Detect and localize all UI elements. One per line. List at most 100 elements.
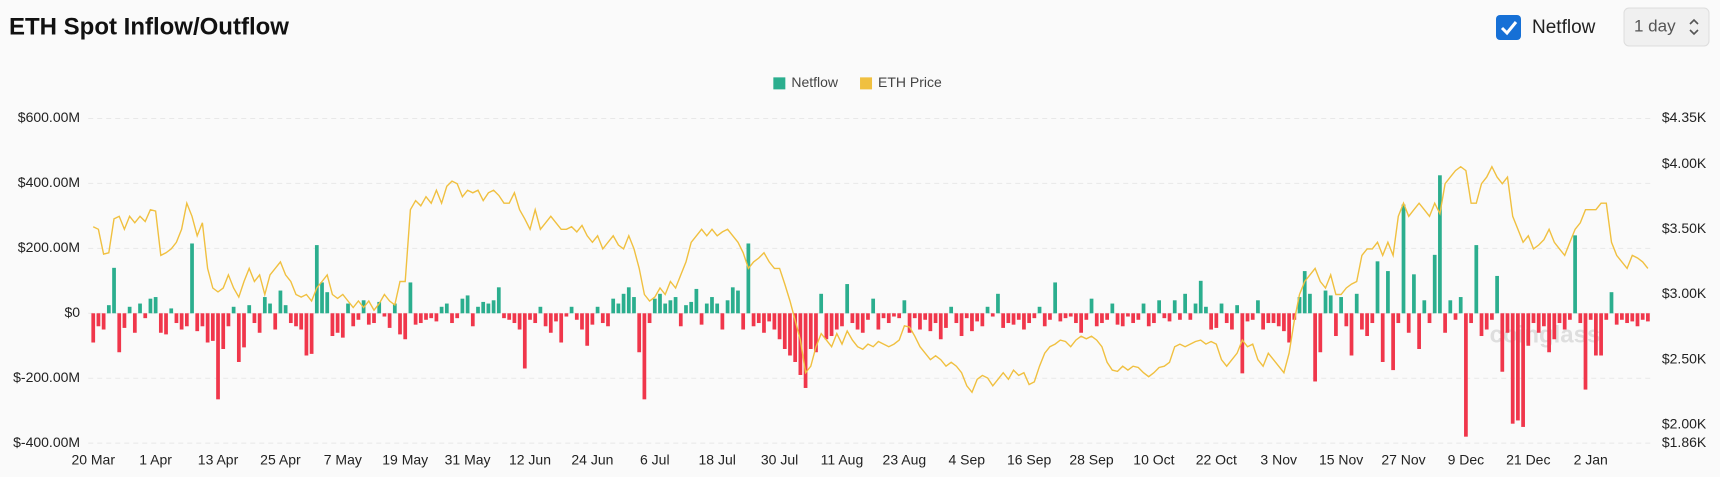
bar — [574, 313, 579, 320]
bar — [96, 313, 101, 327]
bar — [1053, 282, 1058, 314]
bar — [1219, 303, 1224, 314]
bar — [1276, 313, 1281, 327]
y2-tick-label: $3.50K — [1662, 220, 1707, 236]
bar — [595, 306, 600, 314]
bar — [647, 313, 652, 324]
bar — [1126, 313, 1130, 317]
y2-tick-label: $2.00K — [1662, 416, 1707, 432]
bar — [1250, 313, 1255, 320]
bar — [174, 313, 179, 324]
bar — [1380, 313, 1385, 362]
bar — [881, 313, 886, 319]
x-tick-label: 4 Sep — [948, 451, 985, 467]
bar — [678, 313, 683, 327]
bar — [1510, 313, 1515, 424]
bar — [814, 313, 818, 353]
bar — [1266, 313, 1271, 324]
bar — [1032, 313, 1037, 319]
bar — [1188, 313, 1193, 320]
x-tick-label: 7 May — [324, 451, 362, 467]
bar — [824, 313, 829, 340]
bar — [684, 305, 688, 314]
bar — [850, 313, 855, 324]
bar — [1256, 300, 1260, 314]
bar — [704, 303, 709, 314]
bar — [1001, 313, 1006, 328]
x-tick-label: 15 Nov — [1319, 451, 1363, 467]
bar — [1042, 313, 1047, 327]
bar — [1198, 280, 1203, 314]
bar — [663, 303, 668, 314]
toggle-checkbox[interactable] — [1496, 15, 1521, 40]
bar — [335, 313, 340, 333]
bar — [200, 313, 205, 327]
bar — [288, 313, 293, 324]
bar — [616, 303, 621, 314]
bar — [808, 313, 813, 350]
x-tick-label: 25 Apr — [260, 451, 301, 467]
bar — [242, 313, 246, 348]
bar — [1557, 313, 1562, 324]
bar — [1141, 303, 1146, 314]
toggle-label[interactable]: Netflow — [1532, 17, 1596, 38]
x-tick-label: 12 Jun — [509, 451, 551, 467]
bar — [533, 313, 538, 324]
bar — [1074, 313, 1078, 324]
bar — [996, 293, 1000, 314]
x-tick-label: 9 Dec — [1448, 451, 1485, 467]
x-tick-label: 13 Apr — [198, 451, 239, 467]
bar — [382, 313, 387, 317]
bar — [1224, 313, 1229, 324]
bar — [1131, 313, 1136, 324]
bar — [1568, 313, 1572, 320]
bar — [1230, 313, 1234, 330]
bar — [886, 313, 891, 324]
bar — [1297, 297, 1302, 314]
bar — [637, 313, 642, 353]
bar — [876, 313, 881, 330]
bar — [741, 313, 746, 330]
price-line — [92, 165, 1649, 394]
bar — [1100, 313, 1104, 324]
bar — [1022, 313, 1026, 330]
bar — [122, 313, 127, 328]
bar — [944, 313, 948, 328]
x-tick-label: 6 Jul — [640, 451, 670, 467]
x-tick-label: 24 Jun — [571, 451, 613, 467]
bar — [164, 313, 168, 335]
bar — [169, 308, 174, 314]
bar — [845, 284, 850, 314]
bar — [933, 313, 938, 324]
legend-swatch — [773, 77, 786, 90]
bar — [439, 306, 444, 314]
interval-label[interactable]: 1 day — [1634, 16, 1676, 35]
bar — [840, 313, 844, 327]
bar — [268, 303, 272, 314]
bar — [1323, 290, 1328, 314]
select-chevron — [1689, 18, 1699, 36]
x-tick-label: 11 Aug — [821, 451, 864, 467]
bar — [372, 313, 376, 324]
bar — [528, 313, 532, 320]
bar — [949, 306, 954, 314]
bar — [392, 303, 397, 314]
bar — [1245, 313, 1250, 322]
bar — [455, 313, 460, 319]
bar — [226, 313, 231, 327]
y2-tick-label: $4.35K — [1662, 109, 1707, 125]
bar — [491, 300, 496, 314]
bar — [1640, 313, 1645, 320]
bar — [1573, 235, 1577, 314]
bar — [1349, 313, 1354, 356]
bar — [231, 306, 236, 314]
x-tick-label: 3 Nov — [1260, 451, 1297, 467]
interval-select[interactable] — [1623, 7, 1710, 47]
bar — [112, 267, 116, 314]
bar — [1484, 313, 1489, 330]
bar — [1079, 313, 1084, 333]
bar — [1105, 313, 1110, 320]
bar — [1271, 313, 1276, 324]
bar — [1084, 313, 1089, 320]
